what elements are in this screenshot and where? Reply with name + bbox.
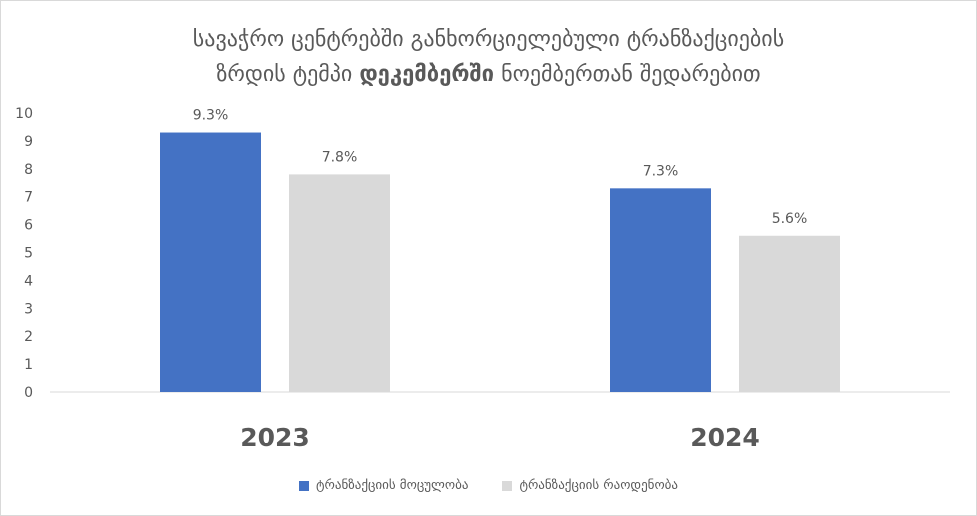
y-tick-label: 2: [24, 329, 33, 345]
y-tick-label: 1: [24, 357, 33, 373]
chart-title-line1: სავაჭრო ცენტრებში განხორციელებული ტრანზა…: [192, 27, 785, 52]
y-tick-label: 7: [24, 190, 33, 206]
y-tick-label: 10: [15, 106, 33, 122]
chart-title: სავაჭრო ცენტრებში განხორციელებული ტრანზა…: [0, 22, 977, 92]
chart-title-line2: ზრდის ტემპი დეკემბერში ნოემბერთან შედარე…: [0, 57, 977, 92]
y-tick-label: 4: [24, 273, 33, 289]
legend-label-volume: ტრანზაქციის მოცულობა: [315, 478, 469, 493]
chart-title-line2-end: ნოემბერთან შედარებით: [494, 62, 761, 87]
bar-volume-2023: [160, 132, 261, 392]
legend-swatch-count: [502, 480, 513, 491]
y-tick-label: 5: [24, 246, 33, 262]
chart-title-line2-start: ზრდის ტემპი: [216, 62, 360, 87]
legend-item-count: ტრანზაქციის რაოდენობა: [502, 478, 678, 493]
bar-count-2024: [739, 235, 840, 392]
y-tick-label: 9: [24, 134, 33, 150]
y-tick-label: 8: [24, 162, 33, 178]
category-label-2023: 2023: [240, 423, 310, 452]
y-tick-label: 6: [24, 218, 33, 234]
bar-volume-2024: [610, 188, 711, 392]
category-label-2024: 2024: [690, 423, 760, 452]
legend-item-volume: ტრანზაქციის მოცულობა: [298, 478, 469, 493]
chart-title-highlight: დეკემბერში: [359, 62, 495, 87]
legend: ტრანზაქციის მოცულობა ტრანზაქციის რაოდენო…: [0, 478, 977, 493]
data-label-count-2023: 7.8%: [322, 149, 358, 165]
data-label-volume-2024: 7.3%: [643, 163, 679, 179]
data-label-volume-2023: 9.3%: [193, 108, 229, 124]
bar-count-2023: [289, 174, 390, 392]
data-label-count-2024: 5.6%: [772, 211, 808, 227]
y-tick-label: 3: [24, 301, 33, 317]
legend-swatch-volume: [298, 480, 309, 491]
y-tick-label: 0: [24, 385, 33, 401]
legend-label-count: ტრანზაქციის რაოდენობა: [519, 478, 679, 493]
